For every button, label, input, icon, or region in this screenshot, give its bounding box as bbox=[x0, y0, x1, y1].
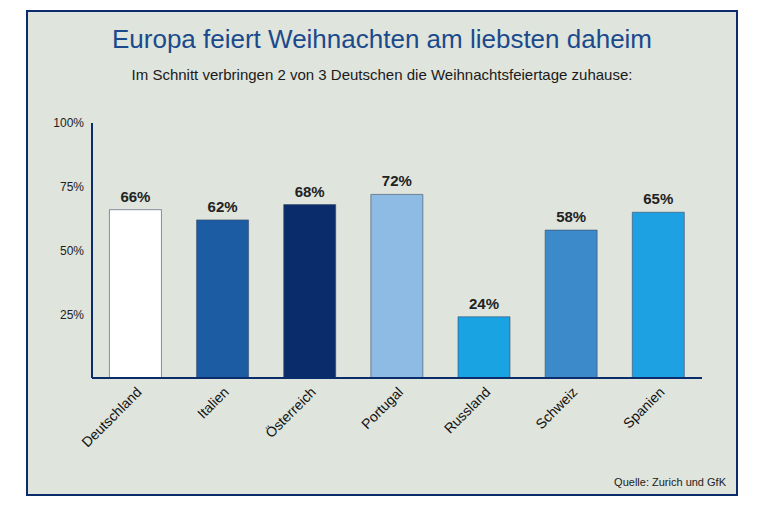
svg-text:68%: 68% bbox=[295, 183, 325, 200]
svg-text:100%: 100% bbox=[53, 116, 84, 130]
svg-text:62%: 62% bbox=[208, 198, 238, 215]
svg-text:66%: 66% bbox=[120, 188, 150, 205]
svg-text:75%: 75% bbox=[60, 180, 84, 194]
svg-text:Deutschland: Deutschland bbox=[78, 384, 144, 450]
svg-text:Schweiz: Schweiz bbox=[532, 384, 580, 432]
svg-text:Portugal: Portugal bbox=[358, 384, 406, 432]
svg-text:58%: 58% bbox=[556, 208, 586, 225]
svg-text:72%: 72% bbox=[382, 172, 412, 189]
svg-text:24%: 24% bbox=[469, 295, 499, 312]
html-text:Europa feiert Weihnachten am l: Europa feiert Weihnachten am liebsten da… bbox=[112, 24, 652, 54]
svg-text:Spanien: Spanien bbox=[620, 384, 668, 432]
html-text:Quelle: Zurich und GfK: Quelle: Zurich und GfK bbox=[614, 476, 726, 488]
svg-text:50%: 50% bbox=[60, 244, 84, 258]
svg-text:65%: 65% bbox=[643, 190, 673, 207]
svg-text:Italien: Italien bbox=[194, 384, 232, 422]
svg-text:Österreich: Österreich bbox=[261, 383, 319, 441]
svg-text:25%: 25% bbox=[60, 308, 84, 322]
html-text:Im Schnitt verbringen 2 von 3: Im Schnitt verbringen 2 von 3 Deutschen … bbox=[131, 66, 633, 83]
svg-text:Russland: Russland bbox=[441, 384, 494, 437]
